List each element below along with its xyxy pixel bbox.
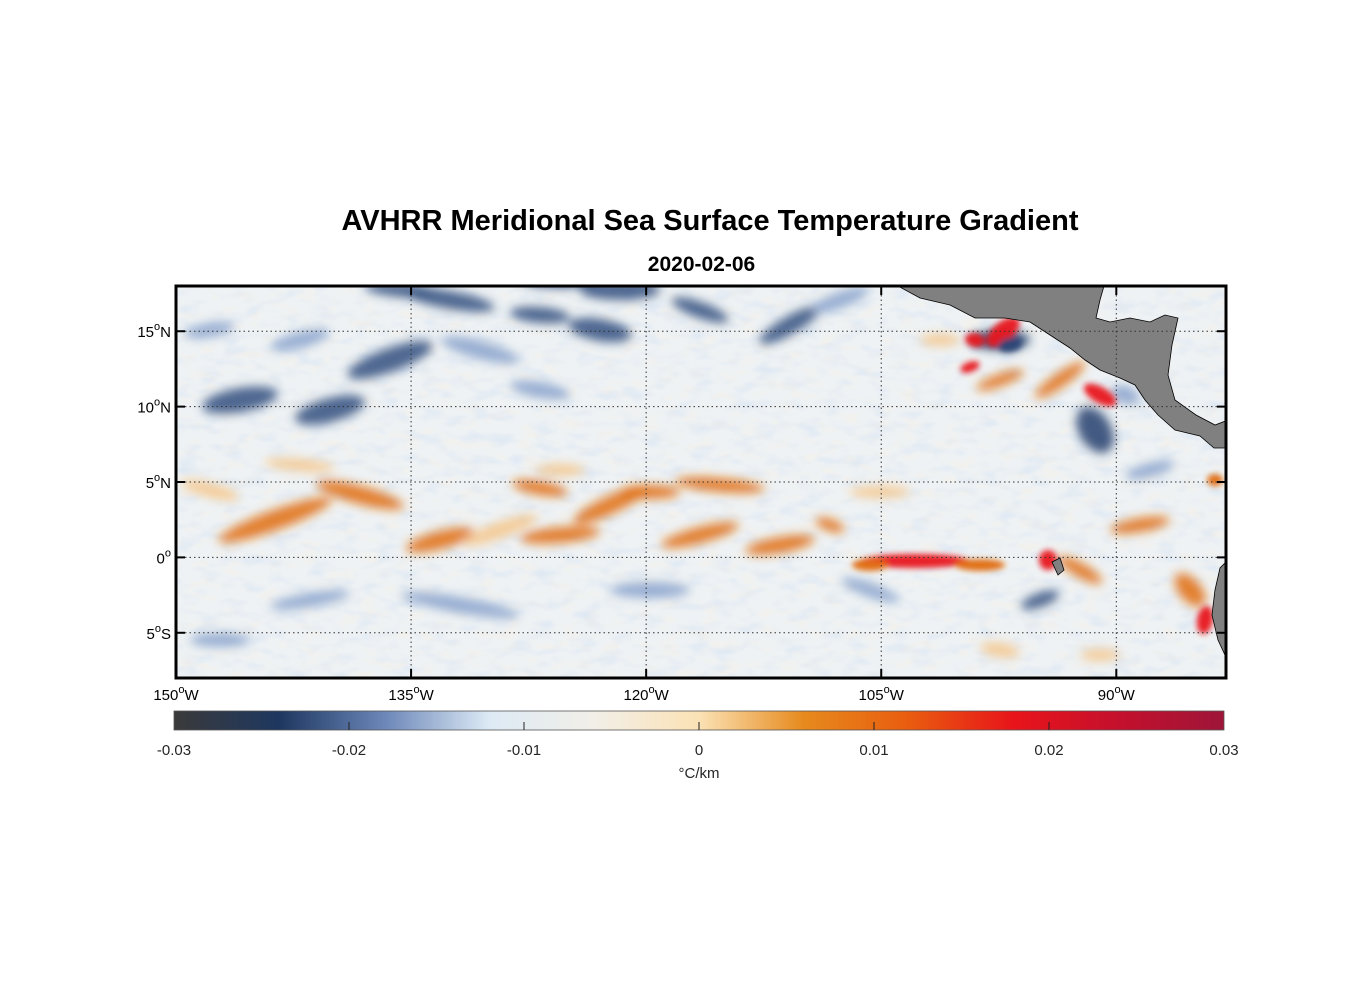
field-blob <box>745 535 815 555</box>
field-blob <box>920 334 960 346</box>
map-title: AVHRR Meridional Sea Surface Temperature… <box>341 205 1079 237</box>
field-blob <box>1035 361 1085 399</box>
colorbar-units: °C/km <box>679 765 720 782</box>
field-blob <box>270 590 350 610</box>
field-blob <box>265 458 335 472</box>
lat-tick-label: 15oN <box>137 321 171 341</box>
field-blob <box>406 527 474 553</box>
field-blob <box>316 480 404 510</box>
field-blob <box>218 497 332 543</box>
field-blob-strong <box>852 559 888 571</box>
field-blob <box>759 305 821 345</box>
colorbar-tick-label: -0.02 <box>332 742 366 759</box>
field-blob <box>811 287 869 313</box>
colorbar-tick-label: 0.02 <box>1034 742 1063 759</box>
field-blob <box>190 633 250 647</box>
field-blob <box>1021 590 1059 610</box>
field-blob <box>610 582 690 598</box>
colorbar-tick-label: -0.01 <box>507 742 541 759</box>
lat-tick-label: 5oS <box>147 623 171 643</box>
lon-tick-label: 150oW <box>153 684 199 704</box>
gradient-field <box>176 286 1226 678</box>
field-blob <box>520 526 600 544</box>
field-blob <box>512 479 568 497</box>
colorbar-tick-label: 0.03 <box>1209 742 1238 759</box>
field-blob-strong <box>1039 550 1057 570</box>
field-blob-strong <box>1196 606 1214 634</box>
colorbar-tick-label: 0.01 <box>859 742 888 759</box>
field-blob <box>620 485 680 499</box>
land-polygon <box>897 286 1226 449</box>
field-blob <box>675 476 765 494</box>
field-blob <box>1076 406 1114 454</box>
lat-tick-label: 5oN <box>146 472 171 492</box>
field-blob <box>980 642 1020 658</box>
lat-tick-label: 0o <box>157 547 171 567</box>
lon-tick-label: 120oW <box>623 684 669 704</box>
lat-tick-label: 10oN <box>137 397 171 417</box>
field-blob <box>661 522 739 548</box>
field-blob <box>580 286 660 300</box>
field-blob <box>1080 649 1120 661</box>
field-blob-strong <box>1207 474 1223 486</box>
field-blob <box>1125 460 1175 480</box>
field-blob <box>815 517 845 533</box>
field-blob <box>568 317 632 343</box>
lon-tick-label: 105oW <box>859 684 905 704</box>
field-blob <box>1110 385 1140 405</box>
field-blob <box>1110 516 1170 534</box>
field-blob-strong <box>965 332 985 348</box>
field-blob-strong <box>986 317 1020 347</box>
field-blob <box>462 514 538 546</box>
field-blob <box>841 577 899 603</box>
field-blob <box>180 479 240 501</box>
field-blob <box>510 306 570 324</box>
field-blob <box>535 464 585 476</box>
field-blob <box>671 297 729 323</box>
field-blob <box>295 395 365 425</box>
lon-tick-label: 90oW <box>1098 684 1136 704</box>
field-blob <box>400 591 520 619</box>
field-blob <box>976 369 1024 391</box>
field-blob <box>270 329 330 351</box>
field-blob <box>1174 573 1206 607</box>
field-blob-strong <box>960 361 980 373</box>
field-blob <box>1058 556 1102 584</box>
field-blob <box>510 380 570 400</box>
field-blob <box>441 336 519 364</box>
colorbar-tick-label: 0 <box>695 742 703 759</box>
colorbar-tick-label: -0.03 <box>157 742 191 759</box>
map-subtitle: 2020-02-06 <box>647 253 756 276</box>
axis-ticks: 150oW 135oW 120oW 105oW 90oW 15oN 10oN 5oN 0o 5oS <box>137 286 1226 704</box>
field-blob <box>185 321 235 339</box>
colorbar-ticks: -0.03 -0.02 -0.01 0 0.01 0.02 0.03 <box>157 722 1239 759</box>
field-blob-strong <box>955 559 1005 571</box>
field-blob-strong <box>1083 383 1117 407</box>
field-blob-strong <box>998 337 1022 353</box>
land-polygon <box>1051 557 1065 576</box>
lon-tick-label: 135oW <box>388 684 434 704</box>
field-blob <box>850 486 910 498</box>
